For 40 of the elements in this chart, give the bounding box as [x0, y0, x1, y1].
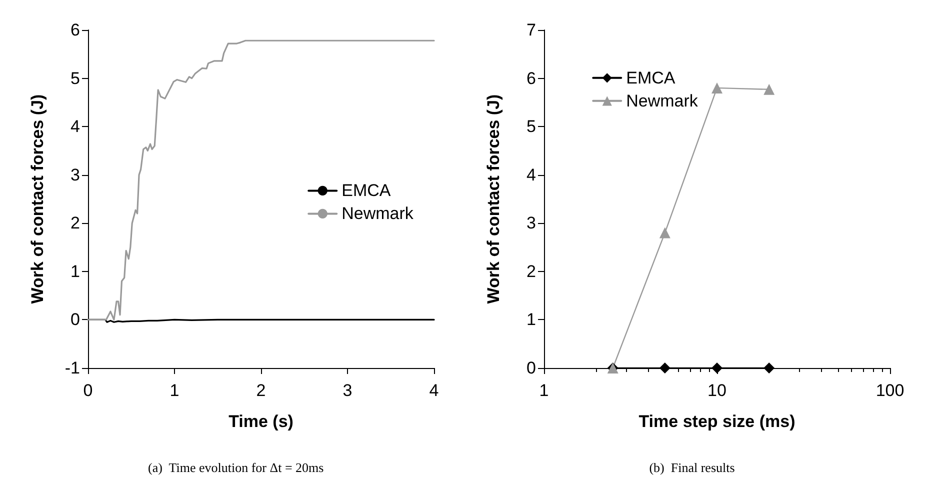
legend-label: EMCA — [626, 68, 676, 88]
x-tick-label: 100 — [876, 381, 904, 400]
y-tick-label: -1 — [64, 358, 80, 378]
point — [659, 227, 670, 238]
point — [659, 362, 670, 374]
y-tick-label: 6 — [526, 68, 536, 88]
y-tick-label: 6 — [70, 20, 80, 40]
y-axis-title: Work of contact forces (J) — [28, 94, 47, 304]
y-tick-label: 7 — [526, 20, 536, 40]
x-tick-label: 0 — [83, 381, 93, 400]
y-axis-title: Work of contact forces (J) — [484, 94, 503, 304]
y-tick-label: 4 — [70, 117, 80, 136]
legend-label: Newmark — [626, 91, 698, 110]
x-tick-label: 1 — [539, 381, 549, 400]
y-tick-label: 1 — [70, 262, 80, 281]
y-tick-label: 3 — [70, 165, 80, 184]
x-tick-label: 10 — [708, 381, 726, 400]
point — [712, 82, 722, 94]
y-tick-label: 1 — [526, 310, 536, 330]
point — [764, 84, 775, 95]
y-tick-label: 5 — [526, 117, 536, 136]
legend-label: Newmark — [342, 204, 414, 224]
x-tick-label: 1 — [170, 381, 180, 400]
y-tick-label: 0 — [526, 358, 536, 378]
y-tick-label: 3 — [526, 214, 536, 233]
point — [764, 362, 775, 374]
x-axis-title: Time (s) — [228, 412, 294, 431]
y-tick-label: 0 — [70, 310, 80, 330]
text: (a) Time evolution for Δt = 20ms — [148, 460, 324, 475]
x-tick-label: 4 — [429, 381, 439, 400]
legend-label: EMCA — [342, 181, 392, 200]
x-tick-label: 3 — [342, 381, 352, 400]
y-tick-label: 2 — [526, 262, 536, 281]
x-tick-label: 2 — [256, 381, 266, 400]
y-tick-label: 2 — [70, 214, 80, 233]
point — [712, 362, 722, 374]
y-tick-label: 4 — [526, 165, 536, 184]
x-axis-title: Time step size (ms) — [638, 412, 796, 431]
y-tick-label: 5 — [70, 68, 80, 88]
text: (b) Final results — [649, 460, 735, 475]
